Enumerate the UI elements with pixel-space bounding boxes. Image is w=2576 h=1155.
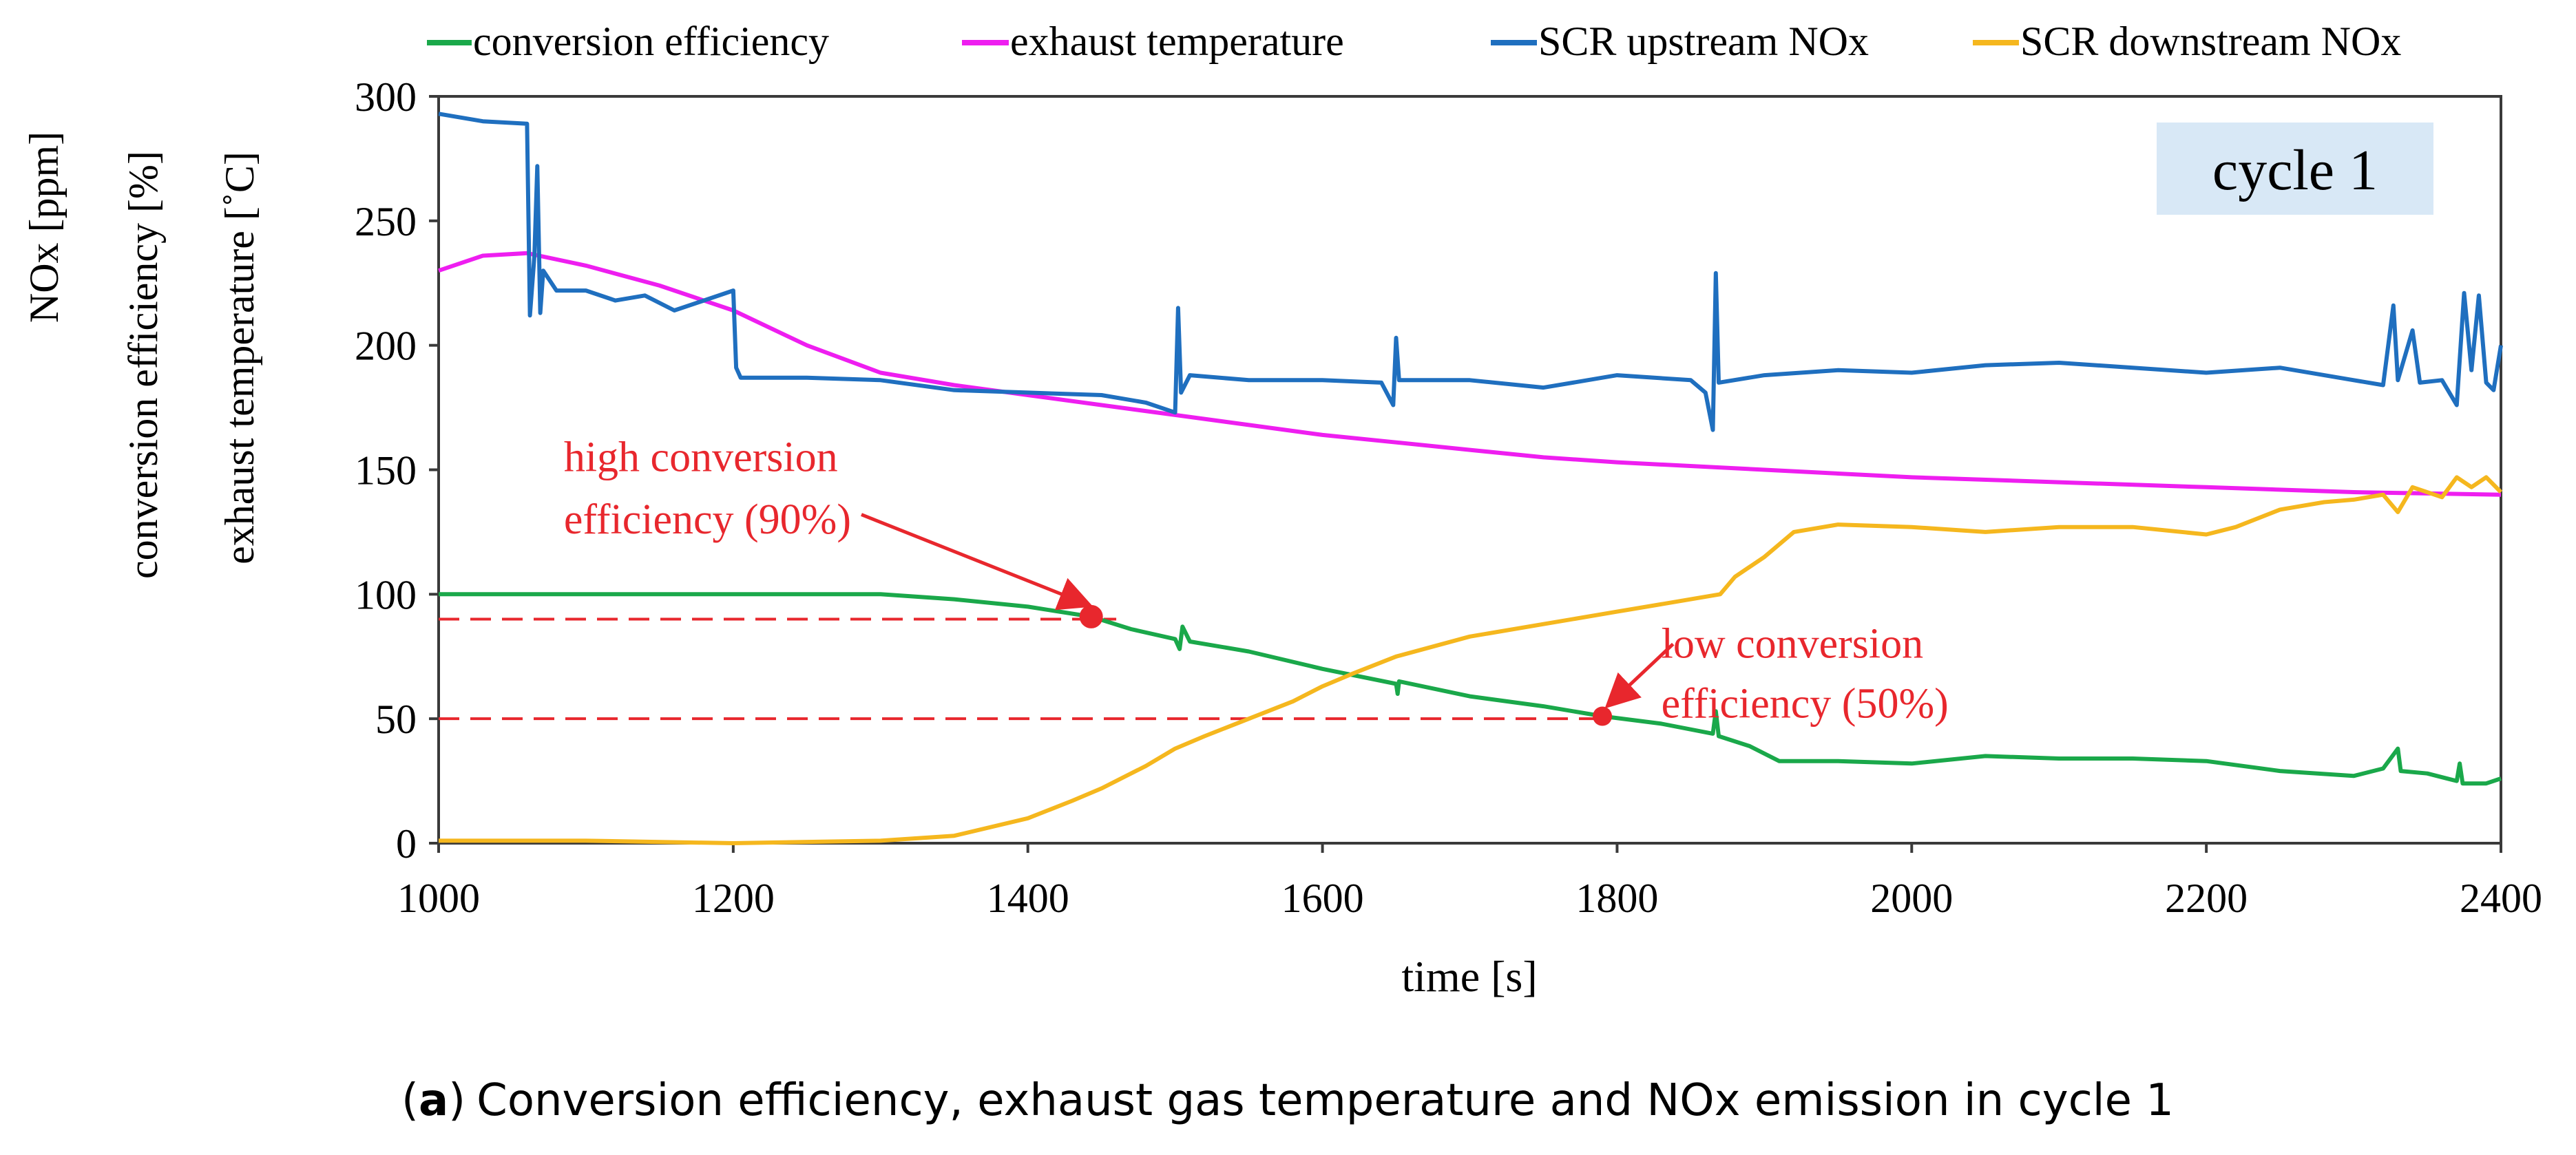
series-line-scr-upstream-nox — [438, 112, 2503, 432]
y-tick-label-0: 0 — [396, 821, 417, 867]
annotation-0-line-1: efficiency (90%) — [564, 496, 851, 543]
y-axis-label-temperature: exhaust temperature [˚C] — [217, 151, 262, 564]
reference-lines — [439, 617, 1603, 721]
figure-caption: (a) Conversion efficiency, exhaust gas te… — [401, 1075, 2174, 1126]
annotations: high conversion efficiency (90%) low conve… — [564, 434, 1949, 727]
cycle-label-box — [2157, 123, 2433, 215]
caption-text: Conversion efficiency, exhaust gas tempe… — [477, 1075, 2174, 1126]
y-axis-label-efficiency: conversion efficiency [%] — [121, 151, 166, 579]
x-tick-label-6: 2200 — [2165, 876, 2248, 921]
series-line-scr-downstream-nox — [439, 475, 2503, 845]
y-tick-label-2: 100 — [355, 572, 417, 617]
series-line-exhaust-temperature — [438, 251, 2502, 497]
legend: conversion efficiency exhaust temperatur… — [427, 19, 2401, 64]
marker-point-1 — [1593, 706, 1613, 726]
x-axis-title: time [s] — [1401, 952, 1537, 1001]
series-lines — [438, 112, 2503, 845]
y-tick-label-5: 250 — [355, 199, 417, 244]
legend-label-upstream: SCR upstream NOx — [1538, 19, 1869, 64]
legend-label-conversion: conversion efficiency — [473, 19, 829, 64]
y-tick-label-6: 300 — [355, 74, 417, 120]
legend-label-temperature: exhaust temperature — [1010, 19, 1344, 64]
markers — [1079, 604, 1613, 726]
legend-label-downstream: SCR downstream NOx — [2020, 19, 2401, 64]
axis-ticks: 0 50 100 150 200 250 300 1000 1200 1400 1600 1800 20… — [355, 74, 2542, 921]
y-tick-label-3: 150 — [355, 448, 417, 494]
annotation-1-line-0: low conversion — [1662, 621, 1924, 668]
x-tick-label-0: 1000 — [397, 876, 480, 921]
annotation-1-line-1: efficiency (50%) — [1662, 680, 1949, 727]
caption-close: ) — [448, 1075, 465, 1126]
marker-point-0 — [1079, 604, 1103, 628]
y-tick-label-1: 50 — [375, 697, 417, 742]
x-tick-label-2: 1400 — [987, 876, 1069, 921]
y-tick-label-4: 200 — [355, 324, 417, 369]
caption-prefix: a — [419, 1075, 448, 1126]
x-tick-label-5: 2000 — [1870, 876, 1953, 921]
x-tick-label-3: 1600 — [1281, 876, 1364, 921]
annotation-arrow-0 — [861, 513, 1093, 611]
series-line-conversion-efficiency — [439, 592, 2502, 786]
y-axis-label-nox: NOx [ppm] — [21, 131, 67, 323]
x-tick-label-1: 1200 — [692, 876, 775, 921]
x-tick-label-7: 2400 — [2460, 876, 2542, 921]
y-axis-title: NOx [ppm] conversion efficiency [%] exha… — [21, 131, 262, 579]
x-tick-label-4: 1800 — [1575, 876, 1658, 921]
caption-open: ( — [401, 1075, 419, 1126]
annotation-0-line-0: high conversion — [564, 434, 838, 480]
annotation-arrow-1 — [1604, 642, 1675, 709]
cycle-label: cycle 1 — [2212, 138, 2378, 202]
